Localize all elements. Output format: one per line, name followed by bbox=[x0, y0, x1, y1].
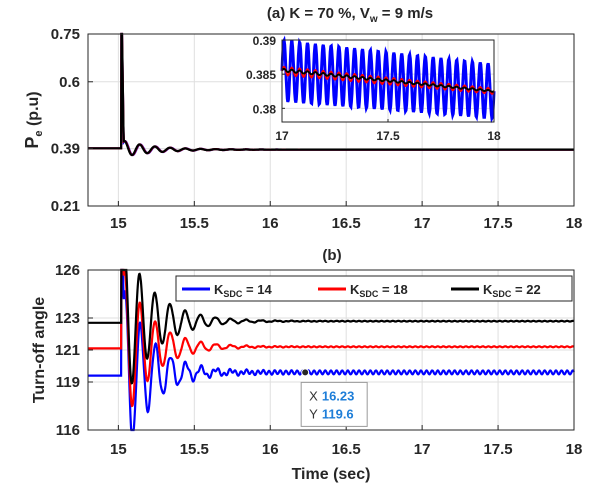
a-xtick-label-2: 16 bbox=[262, 215, 279, 232]
a-xtick-label-5: 17.5 bbox=[483, 215, 512, 232]
inset-series-line-2 bbox=[281, 67, 495, 93]
legend-box bbox=[175, 275, 573, 302]
inset-ticks: 17 17.5 18 0.38 0.385 0.39 bbox=[246, 34, 501, 143]
legend-label-k22: KSDC = 22 bbox=[483, 282, 541, 299]
panel-a-title: (a) K = 70 %, Vw = 9 m/s bbox=[267, 5, 433, 25]
a-xtick-label-4: 17 bbox=[414, 215, 431, 232]
b-ytick-label-2: 121 bbox=[55, 342, 80, 359]
a-ytick-label-1: 0.39 bbox=[51, 141, 80, 158]
a-ytick-label-0: 0.21 bbox=[51, 198, 80, 215]
a-xtick-label-0: 15 bbox=[110, 215, 127, 232]
b-xtick-label-3: 16.5 bbox=[332, 441, 361, 458]
panel-a-inset: 17 17.5 18 0.38 0.385 0.39 bbox=[246, 34, 501, 143]
b-series-line-2 bbox=[88, 268, 575, 385]
b-ytick-label-0: 116 bbox=[56, 422, 80, 439]
legend-label-k18: KSDC = 18 bbox=[350, 282, 408, 299]
inset-xtick-label-1: 17.5 bbox=[376, 129, 400, 143]
datatip-box bbox=[300, 381, 368, 427]
a-series-line-2 bbox=[88, 32, 574, 157]
panel-b-ticks: 15 15.5 16 16.5 17 17.5 18 116 119 121 123 126 bbox=[55, 262, 582, 458]
b-xtick-label-6: 18 bbox=[566, 441, 583, 458]
panel-a-ticks: 15 15.5 16 16.5 17 17.5 18 0.21 0.39 0.6 0.75 bbox=[51, 26, 583, 232]
datatip-y: Y 119.6 bbox=[309, 406, 354, 421]
panel-b-ylabel: Turn-off angle bbox=[31, 297, 48, 403]
a-ytick-label-3: 0.75 bbox=[51, 26, 80, 43]
b-xtick-label-2: 16 bbox=[262, 441, 279, 458]
panel-a-axes-frame bbox=[87, 33, 575, 207]
inset-ytick-label-2: 0.39 bbox=[253, 34, 277, 48]
panel-a-ylabel: Pe (p.u) bbox=[22, 91, 45, 148]
panel-b-series bbox=[88, 268, 575, 432]
a-xtick-label-6: 18 bbox=[566, 215, 583, 232]
inset-ytick-label-0: 0.38 bbox=[253, 102, 277, 116]
b-xtick-label-4: 17 bbox=[414, 441, 431, 458]
panel-a: (a) K = 70 %, Vw = 9 m/s 15 15.5 16 16.5 17 1… bbox=[22, 5, 582, 232]
b-ytick-label-3: 123 bbox=[55, 310, 80, 327]
legend: KSDC = 14 KSDC = 18 KSDC = 22 bbox=[175, 275, 573, 302]
panel-b: (b) 15 15.5 16 16.5 17 17.5 18116119121123126 … bbox=[31, 247, 582, 483]
a-xtick-label-3: 16.5 bbox=[332, 215, 361, 232]
inset-series bbox=[280, 35, 496, 124]
a-ytick-label-2: 0.6 bbox=[59, 74, 80, 91]
panel-a-series bbox=[88, 32, 574, 157]
b-series-line-1 bbox=[88, 268, 575, 408]
b-series-line-0 bbox=[88, 268, 575, 432]
b-ytick-label-4: 126 bbox=[55, 262, 80, 279]
legend-label-k14: KSDC = 14 bbox=[214, 282, 272, 299]
a-xtick-label-1: 15.5 bbox=[180, 215, 209, 232]
inset-ytick-label-1: 0.385 bbox=[246, 68, 276, 82]
b-xtick-label-0: 15 bbox=[110, 441, 127, 458]
inset-xtick-label-2: 18 bbox=[487, 129, 501, 143]
b-xtick-label-1: 15.5 bbox=[180, 441, 209, 458]
datatip-marker[interactable] bbox=[301, 368, 310, 377]
b-xtick-label-5: 17.5 bbox=[483, 441, 512, 458]
inset-xtick-label-0: 17 bbox=[275, 129, 289, 143]
panel-b-title: (b) bbox=[322, 247, 341, 264]
panel-b-xlabel: Time (sec) bbox=[292, 466, 371, 483]
datatip-x: X 16.23 bbox=[309, 388, 354, 403]
datatip[interactable]: X 16.23 Y 119.6 bbox=[300, 368, 368, 427]
b-ytick-label-1: 119 bbox=[56, 374, 80, 391]
